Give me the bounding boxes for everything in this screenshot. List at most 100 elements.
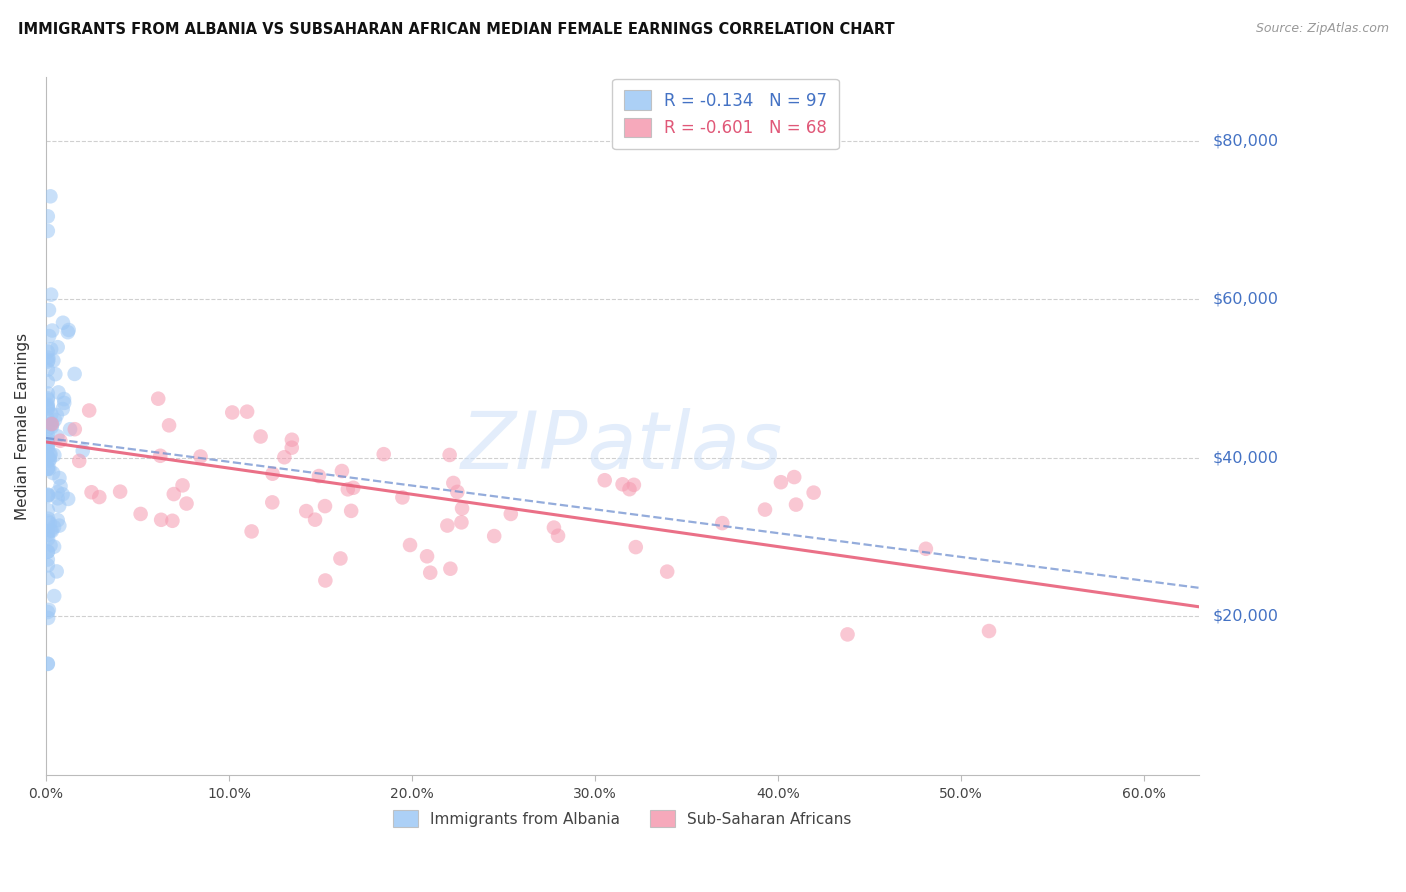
Point: [53, 392, 76, 406]
Point: [63, 422, 86, 436]
Point: [419, 566, 441, 580]
Point: [915, 541, 938, 556]
Point: [37, 391, 59, 405]
Point: [172, 478, 194, 492]
Point: [37, 657, 59, 671]
Point: [37, 453, 59, 467]
Point: [38, 462, 60, 476]
Point: [436, 518, 458, 533]
Point: [37, 438, 59, 452]
Point: [38, 516, 60, 530]
Point: [37, 442, 59, 456]
Point: [42, 466, 65, 480]
Point: [37, 511, 59, 525]
Point: [41, 417, 63, 431]
Point: [439, 448, 461, 462]
Point: [342, 481, 364, 495]
Point: [37, 489, 59, 503]
Point: [37, 351, 59, 365]
Point: [37, 398, 59, 412]
Point: [46, 491, 69, 506]
Point: [446, 484, 468, 499]
Point: [499, 507, 522, 521]
Point: [80, 485, 103, 500]
Point: [44, 367, 66, 381]
Point: [37, 422, 59, 436]
Point: [37, 224, 59, 238]
Point: [295, 504, 318, 518]
Point: [304, 513, 326, 527]
Point: [67, 454, 90, 468]
Point: [56, 491, 79, 506]
Point: [262, 495, 284, 509]
Point: [72, 443, 94, 458]
Point: [48, 471, 70, 485]
Point: [329, 551, 352, 566]
Point: [48, 518, 70, 533]
Point: [624, 540, 647, 554]
Point: [38, 603, 60, 617]
Point: [42, 353, 65, 368]
Point: [785, 498, 807, 512]
Point: [46, 429, 69, 443]
Point: [53, 396, 76, 410]
Point: [37, 210, 59, 224]
Point: [37, 462, 59, 476]
Point: [59, 422, 82, 436]
Point: [37, 461, 59, 475]
Point: [391, 491, 413, 505]
Point: [37, 528, 59, 542]
Point: [129, 507, 152, 521]
Point: [330, 464, 353, 478]
Point: [37, 435, 59, 450]
Point: [547, 529, 569, 543]
Point: [37, 524, 59, 539]
Point: [39, 417, 62, 431]
Point: [37, 571, 59, 585]
Point: [416, 549, 439, 564]
Point: [240, 524, 263, 539]
Point: [37, 488, 59, 502]
Point: [41, 417, 63, 432]
Point: [41, 524, 63, 538]
Point: [56, 325, 79, 339]
Point: [783, 470, 806, 484]
Point: [46, 340, 69, 354]
Point: [157, 418, 180, 433]
Text: $40,000: $40,000: [1212, 450, 1278, 466]
Point: [37, 386, 59, 401]
Point: [39, 287, 62, 301]
Point: [48, 499, 70, 513]
Point: [39, 447, 62, 461]
Point: [37, 611, 59, 625]
Point: [148, 392, 170, 406]
Point: [46, 485, 69, 500]
Point: [37, 503, 59, 517]
Point: [41, 420, 63, 434]
Text: $80,000: $80,000: [1212, 133, 1278, 148]
Point: [49, 479, 72, 493]
Point: [543, 520, 565, 534]
Point: [769, 475, 792, 490]
Point: [593, 473, 616, 487]
Point: [41, 407, 63, 421]
Point: [39, 189, 62, 203]
Point: [612, 477, 634, 491]
Point: [39, 524, 62, 538]
Point: [37, 532, 59, 546]
Text: IMMIGRANTS FROM ALBANIA VS SUBSAHARAN AFRICAN MEDIAN FEMALE EARNINGS CORRELATION: IMMIGRANTS FROM ALBANIA VS SUBSAHARAN AF…: [18, 22, 894, 37]
Point: [482, 529, 505, 543]
Point: [49, 434, 72, 448]
Point: [41, 324, 63, 338]
Y-axis label: Median Female Earnings: Median Female Earnings: [15, 333, 30, 520]
Point: [37, 344, 59, 359]
Point: [37, 399, 59, 413]
Point: [281, 441, 304, 455]
Point: [38, 453, 60, 467]
Point: [221, 405, 243, 419]
Point: [108, 484, 131, 499]
Point: [163, 487, 186, 501]
Point: [37, 362, 59, 376]
Point: [37, 514, 59, 528]
Point: [314, 574, 336, 588]
